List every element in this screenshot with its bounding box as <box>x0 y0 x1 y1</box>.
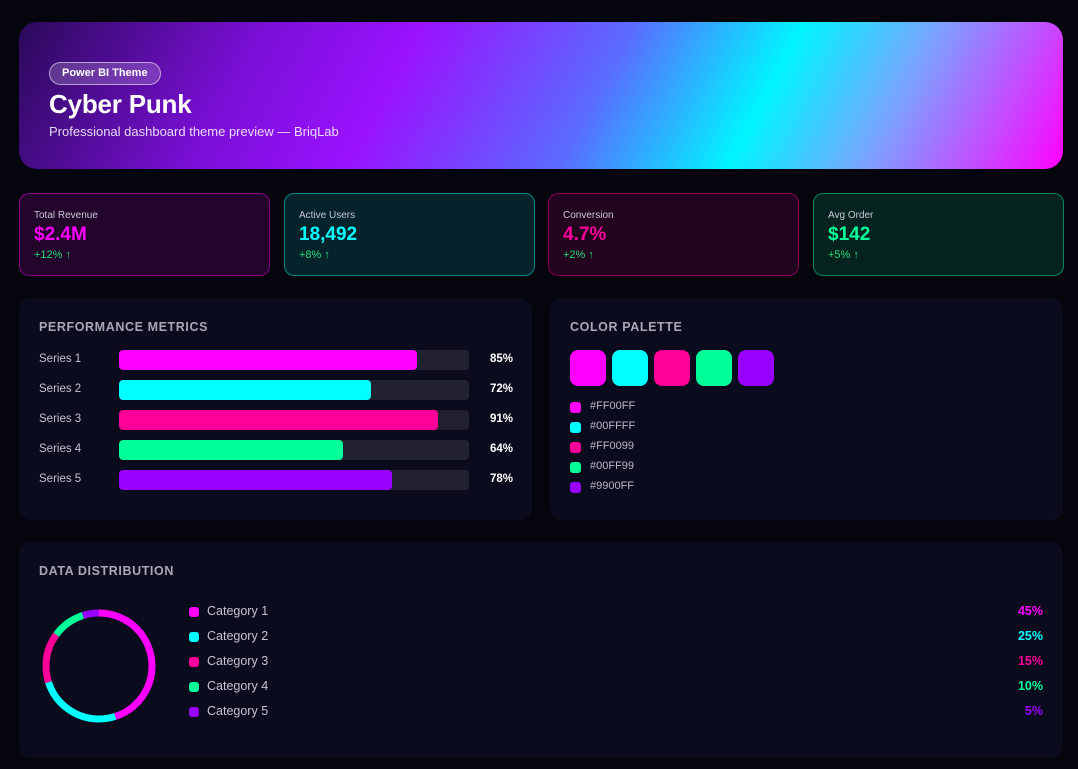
metric-label: Series 4 <box>39 443 82 455</box>
palette-hex: #00FFFF <box>590 420 636 432</box>
metric-label: Series 2 <box>39 383 82 395</box>
kpi-label: Conversion <box>563 210 614 221</box>
metric-bar-track <box>119 410 469 430</box>
color-swatch <box>654 350 690 386</box>
page-subtitle: Professional dashboard theme preview — B… <box>49 124 339 139</box>
donut-slice-3 <box>42 609 156 723</box>
palette-dot <box>570 402 581 413</box>
kpi-card-conversion: Conversion 4.7% +2% ↑ <box>548 193 799 276</box>
category-label: Category 2 <box>207 629 269 643</box>
metric-bar-fill <box>119 410 438 430</box>
palette-hex: #FF00FF <box>590 400 636 412</box>
category-label: Category 3 <box>207 654 269 668</box>
kpi-delta: +2% ↑ <box>563 249 594 261</box>
hero-banner: Power BI Theme Cyber Punk Professional d… <box>19 22 1063 169</box>
category-label: Category 1 <box>207 604 269 618</box>
metric-bar-track <box>119 440 469 460</box>
category-legend-item: Category 3 15% <box>189 654 1043 670</box>
palette-dot <box>570 462 581 473</box>
category-legend-item: Category 5 5% <box>189 704 1043 720</box>
metric-bar-fill <box>119 440 343 460</box>
metric-value: 78% <box>489 473 513 485</box>
data-distribution-panel: DATA DISTRIBUTION Category 1 45% Categor… <box>19 542 1063 758</box>
page-title: Cyber Punk <box>49 89 192 119</box>
kpi-delta: +5% ↑ <box>828 249 859 261</box>
category-dot <box>189 607 199 617</box>
donut-slice-5 <box>42 609 156 723</box>
color-swatch <box>738 350 774 386</box>
kpi-value: $142 <box>828 224 871 245</box>
category-value: 15% <box>1017 654 1043 668</box>
category-value: 25% <box>1017 629 1043 643</box>
kpi-label: Active Users <box>299 210 356 221</box>
category-value: 45% <box>1017 604 1043 618</box>
palette-hex: #9900FF <box>590 480 635 492</box>
metric-bar-track <box>119 380 469 400</box>
kpi-delta: +12% ↑ <box>34 249 71 261</box>
kpi-card-avg-order: Avg Order $142 +5% ↑ <box>813 193 1064 276</box>
category-legend-item: Category 1 45% <box>189 604 1043 620</box>
metric-bar-track <box>119 470 469 490</box>
category-dot <box>189 632 199 642</box>
color-palette-panel: COLOR PALETTE #FF00FF #00FFFF #FF0099 #0… <box>550 298 1063 520</box>
kpi-card-total-revenue: Total Revenue $2.4M +12% ↑ <box>19 193 270 276</box>
metric-row: Series 2 72% <box>39 380 513 400</box>
color-swatch <box>612 350 648 386</box>
metric-label: Series 3 <box>39 413 82 425</box>
metric-bar-fill <box>119 350 417 370</box>
category-legend-item: Category 2 25% <box>189 629 1043 645</box>
category-value: 10% <box>1017 679 1043 693</box>
color-swatch <box>696 350 732 386</box>
kpi-delta: +8% ↑ <box>299 249 330 261</box>
donut-slice-2 <box>42 609 156 723</box>
metric-value: 72% <box>489 383 513 395</box>
metric-row: Series 3 91% <box>39 410 513 430</box>
metric-value: 85% <box>489 353 513 365</box>
performance-metrics-panel: PERFORMANCE METRICS Series 1 85% Series … <box>19 298 532 520</box>
kpi-value: 4.7% <box>563 224 607 245</box>
metric-bar-fill <box>119 380 371 400</box>
kpi-label: Total Revenue <box>34 210 98 221</box>
panel-title: PERFORMANCE METRICS <box>39 320 209 334</box>
category-label: Category 4 <box>207 679 269 693</box>
metric-row: Series 5 78% <box>39 470 513 490</box>
metric-value: 91% <box>489 413 513 425</box>
metric-row: Series 1 85% <box>39 350 513 370</box>
kpi-card-active-users: Active Users 18,492 +8% ↑ <box>284 193 535 276</box>
metric-label: Series 1 <box>39 353 82 365</box>
metric-label: Series 5 <box>39 473 82 485</box>
palette-hex: #FF0099 <box>590 440 635 452</box>
metric-bar-fill <box>119 470 392 490</box>
color-swatch <box>570 350 606 386</box>
category-dot <box>189 657 199 667</box>
category-value: 5% <box>1024 704 1043 718</box>
metric-row: Series 4 64% <box>39 440 513 460</box>
metric-value: 64% <box>489 443 513 455</box>
donut-chart <box>42 609 156 723</box>
category-label: Category 5 <box>207 704 269 718</box>
category-legend-item: Category 4 10% <box>189 679 1043 695</box>
kpi-value: $2.4M <box>34 224 87 245</box>
category-dot <box>189 682 199 692</box>
panel-title: COLOR PALETTE <box>570 320 683 334</box>
kpi-value: 18,492 <box>299 224 358 245</box>
metric-bar-track <box>119 350 469 370</box>
panel-title: DATA DISTRIBUTION <box>39 564 174 578</box>
palette-dot <box>570 442 581 453</box>
palette-hex: #00FF99 <box>590 460 635 472</box>
theme-badge: Power BI Theme <box>49 62 161 85</box>
palette-dot <box>570 422 581 433</box>
palette-dot <box>570 482 581 493</box>
category-dot <box>189 707 199 717</box>
kpi-label: Avg Order <box>828 210 874 221</box>
